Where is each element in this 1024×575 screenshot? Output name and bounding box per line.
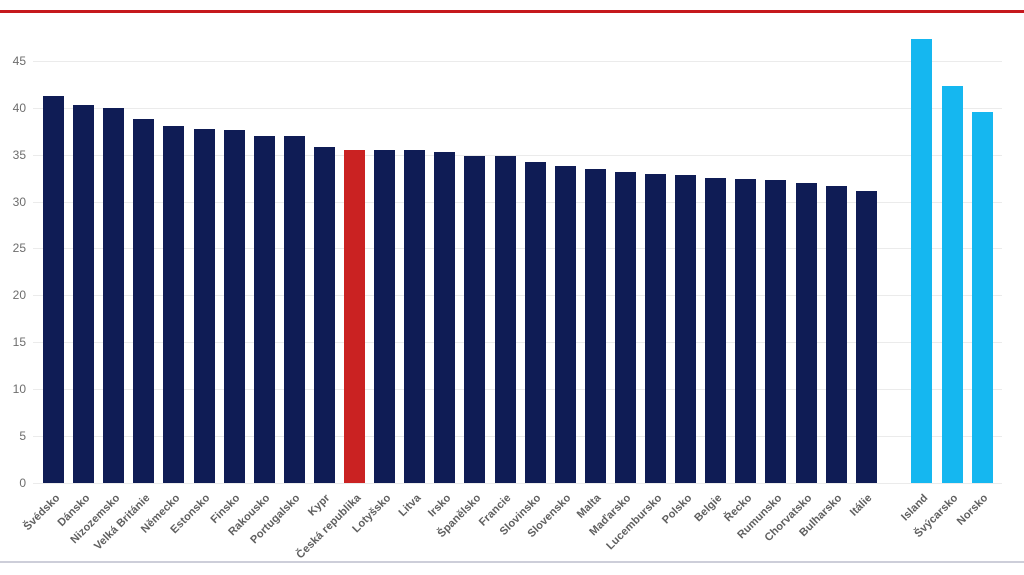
gridline	[33, 248, 1002, 250]
gridline	[33, 60, 1002, 62]
gridline	[33, 295, 1002, 297]
gridline	[33, 201, 1002, 203]
y-axis-tick-label: 15	[12, 335, 26, 350]
y-axis-tick-label: 20	[12, 288, 26, 303]
bar[interactable]	[765, 179, 787, 483]
bar[interactable]	[941, 86, 963, 483]
top-red-divider	[0, 10, 1024, 13]
bar[interactable]	[705, 178, 727, 483]
bar[interactable]	[494, 156, 516, 483]
gridline	[33, 389, 1002, 391]
bar[interactable]	[43, 96, 64, 483]
bar[interactable]	[645, 174, 666, 483]
y-axis-tick-label: 0	[19, 476, 26, 490]
bar[interactable]	[464, 156, 486, 483]
bar[interactable]	[795, 182, 817, 483]
y-axis-tick-label: 10	[12, 382, 26, 397]
bar[interactable]	[223, 130, 245, 483]
gridline	[33, 342, 1002, 344]
bar[interactable]	[344, 149, 365, 483]
bar[interactable]	[283, 135, 305, 483]
bar[interactable]	[735, 178, 757, 483]
gridline	[33, 107, 1002, 109]
bar[interactable]	[584, 168, 606, 483]
gridline	[33, 436, 1002, 438]
gridline	[33, 483, 1002, 484]
bar[interactable]	[193, 129, 215, 483]
bar[interactable]	[163, 126, 185, 483]
y-axis-tick-label: 25	[12, 241, 26, 256]
bar[interactable]	[855, 191, 877, 483]
bar[interactable]	[554, 165, 576, 483]
bar[interactable]	[524, 162, 546, 483]
y-axis-tick-label: 30	[12, 194, 26, 209]
bar[interactable]	[374, 149, 396, 483]
bar[interactable]	[675, 175, 697, 483]
bar[interactable]	[133, 118, 155, 483]
bar[interactable]	[253, 135, 275, 483]
bottom-divider	[0, 561, 1024, 563]
bar[interactable]	[313, 147, 335, 483]
bar[interactable]	[73, 104, 95, 483]
bar[interactable]	[614, 172, 636, 483]
plot-area	[33, 0, 1002, 575]
y-axis-tick-label: 5	[19, 429, 26, 444]
gridline	[33, 154, 1002, 156]
bar[interactable]	[825, 186, 847, 483]
bar[interactable]	[911, 39, 933, 483]
y-axis-tick-label: 35	[12, 147, 26, 162]
y-axis-tick-label: 45	[12, 53, 26, 68]
bar[interactable]	[103, 107, 125, 483]
bar[interactable]	[434, 151, 456, 483]
y-axis-tick-label: 40	[12, 100, 26, 115]
bar[interactable]	[404, 149, 426, 483]
bar[interactable]	[971, 112, 993, 483]
